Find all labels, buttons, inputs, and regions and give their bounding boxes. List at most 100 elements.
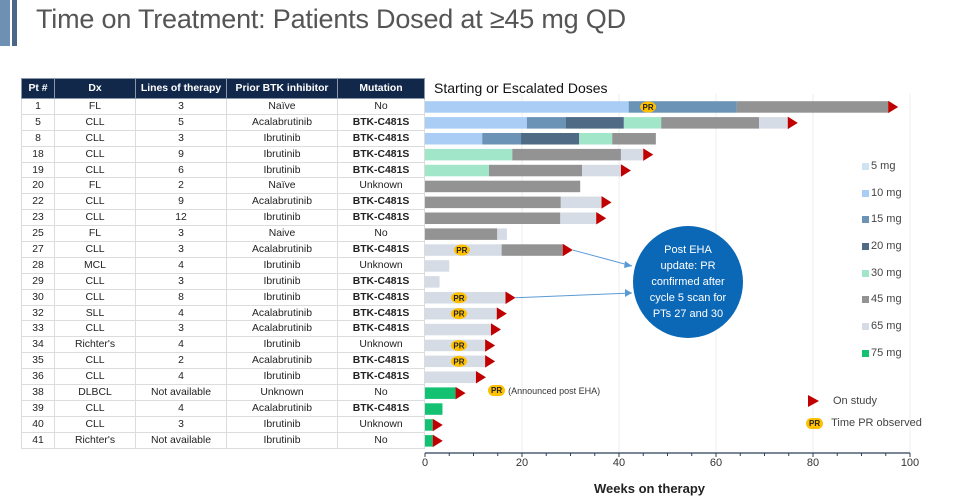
cell-pt: 33 [21,320,55,338]
cell-mutation: BTK-C481S [337,305,425,322]
cell-pt: 1 [21,98,55,115]
cell-prior-btk: Ibrutinib [226,273,338,290]
cell-mutation: BTK-C481S [337,273,425,290]
cell-dx: CLL [54,352,136,370]
marker-legend: On study PR Time PR observed [806,390,922,434]
announced-annotation: PR (Announced post EHA) [488,385,600,396]
bar-segment [425,419,433,431]
cell-prior-btk: Ibrutinib [226,146,338,163]
pr-marker [640,101,657,113]
cell-pt: 29 [21,273,55,290]
bar-segment [425,323,491,336]
cell-lines: 3 [135,225,227,243]
table-row: 32 SLL 4 Acalabrutinib BTK-C481S [21,305,425,322]
connector-line [515,292,633,299]
cell-pt: 18 [21,146,55,163]
on-study-arrow [432,418,443,432]
bar-segment [425,196,561,209]
bar-segment [582,164,621,177]
title-accent-bar-dark [12,0,17,46]
cell-dx: Richter's [54,432,136,449]
cell-prior-btk: Acalabrutinib [226,400,338,417]
cell-dx: FL [54,177,136,195]
table-row: 35 CLL 2 Acalabrutinib BTK-C481S [21,352,425,370]
cell-lines: 9 [135,146,227,163]
cell-pt: 39 [21,400,55,417]
bar-segment [425,371,476,383]
pr-marker [450,355,467,367]
cell-lines: 6 [135,162,227,179]
cell-lines: 4 [135,305,227,322]
legend-label: 5 mg [871,160,896,172]
cell-mutation: BTK-C481S [337,209,425,227]
bar-segment [425,435,433,447]
bar-segment [425,180,581,193]
legend-label: 75 mg [871,346,902,359]
table-row: 33 CLL 3 Acalabrutinib BTK-C481S [21,320,425,338]
cell-dx: CLL [54,162,136,179]
cell-lines: 3 [135,130,227,147]
cell-pt: 5 [21,114,55,131]
cell-prior-btk: Naïve [226,98,338,115]
header-lines: Lines of therapy [135,78,227,99]
cell-dx: CLL [54,289,136,306]
cell-prior-btk: Ibrutinib [226,209,338,227]
cell-prior-btk: Acalabrutinib [226,305,338,322]
cell-pt: 20 [21,177,55,195]
bar-segment [565,117,624,129]
table-row: 18 CLL 9 Ibrutinib BTK-C481S [21,146,425,163]
cell-pt: 22 [21,193,55,211]
legend-item: 75 mg [862,347,902,374]
cell-mutation: BTK-C481S [337,400,425,417]
cell-mutation: BTK-C481S [337,241,425,258]
on-study-arrow [496,307,507,320]
table-row: 22 CLL 9 Acalabrutinib BTK-C481S [21,193,425,211]
connector-line [572,249,633,267]
legend-item: 5 mg [862,160,902,187]
table-row: 39 CLL 4 Acalabrutinib BTK-C481S [21,400,425,417]
table-row: 28 MCL 4 Ibrutinib Unknown [21,257,425,274]
bar-segment [425,228,498,240]
cell-lines: 4 [135,257,227,274]
pr-marker-label: PR [453,294,464,303]
table-row: 27 CLL 3 Acalabrutinib BTK-C481S [21,241,425,258]
table-row: 8 CLL 3 Ibrutinib BTK-C481S [21,130,425,147]
cell-pt: 36 [21,368,55,386]
on-study-arrow [620,164,631,177]
on-study-arrow [485,339,496,352]
bar-segment [425,148,513,161]
slide-title: Time on Treatment: Patients Dosed at ≥45… [36,4,626,34]
legend-label: 45 mg [871,293,902,306]
cell-prior-btk: Acalabrutinib [226,193,338,211]
cell-pt: 34 [21,336,55,354]
chart-title: Starting or Escalated Doses [434,80,608,96]
legend-label: 20 mg [871,240,902,253]
cell-lines: Not available [135,384,227,401]
bar-segment [736,101,889,113]
cell-mutation: Unknown [337,257,425,274]
cell-prior-btk: Acalabrutinib [226,352,338,370]
x-tick-label: 40 [613,457,625,469]
x-tick-label: 100 [901,457,919,469]
pr-marker-label: PR [643,103,654,112]
connector-arrowhead [625,289,632,297]
legend-label: 10 mg [871,186,902,199]
cell-prior-btk: Ibrutinib [226,336,338,354]
cell-mutation: No [337,432,425,449]
cell-mutation: Unknown [337,416,425,433]
table-row: 19 CLL 6 Ibrutinib BTK-C481S [21,162,425,179]
cell-pt: 41 [21,432,55,449]
legend-item: 20 mg [862,240,902,267]
cell-prior-btk: Ibrutinib [226,162,338,179]
table-row: 23 CLL 12 Ibrutinib BTK-C481S [21,209,425,227]
legend-swatch [862,243,869,251]
title-accent-bar [0,0,10,46]
bar-segment [526,117,566,129]
table-row: 5 CLL 5 Acalabrutinib BTK-C481S [21,114,425,131]
bar-segment [560,196,602,209]
cell-pt: 25 [21,225,55,243]
bar-segment [501,244,563,256]
cell-lines: 9 [135,193,227,211]
bar-segment [628,101,737,113]
legend-on-study-label: On study [833,395,878,407]
